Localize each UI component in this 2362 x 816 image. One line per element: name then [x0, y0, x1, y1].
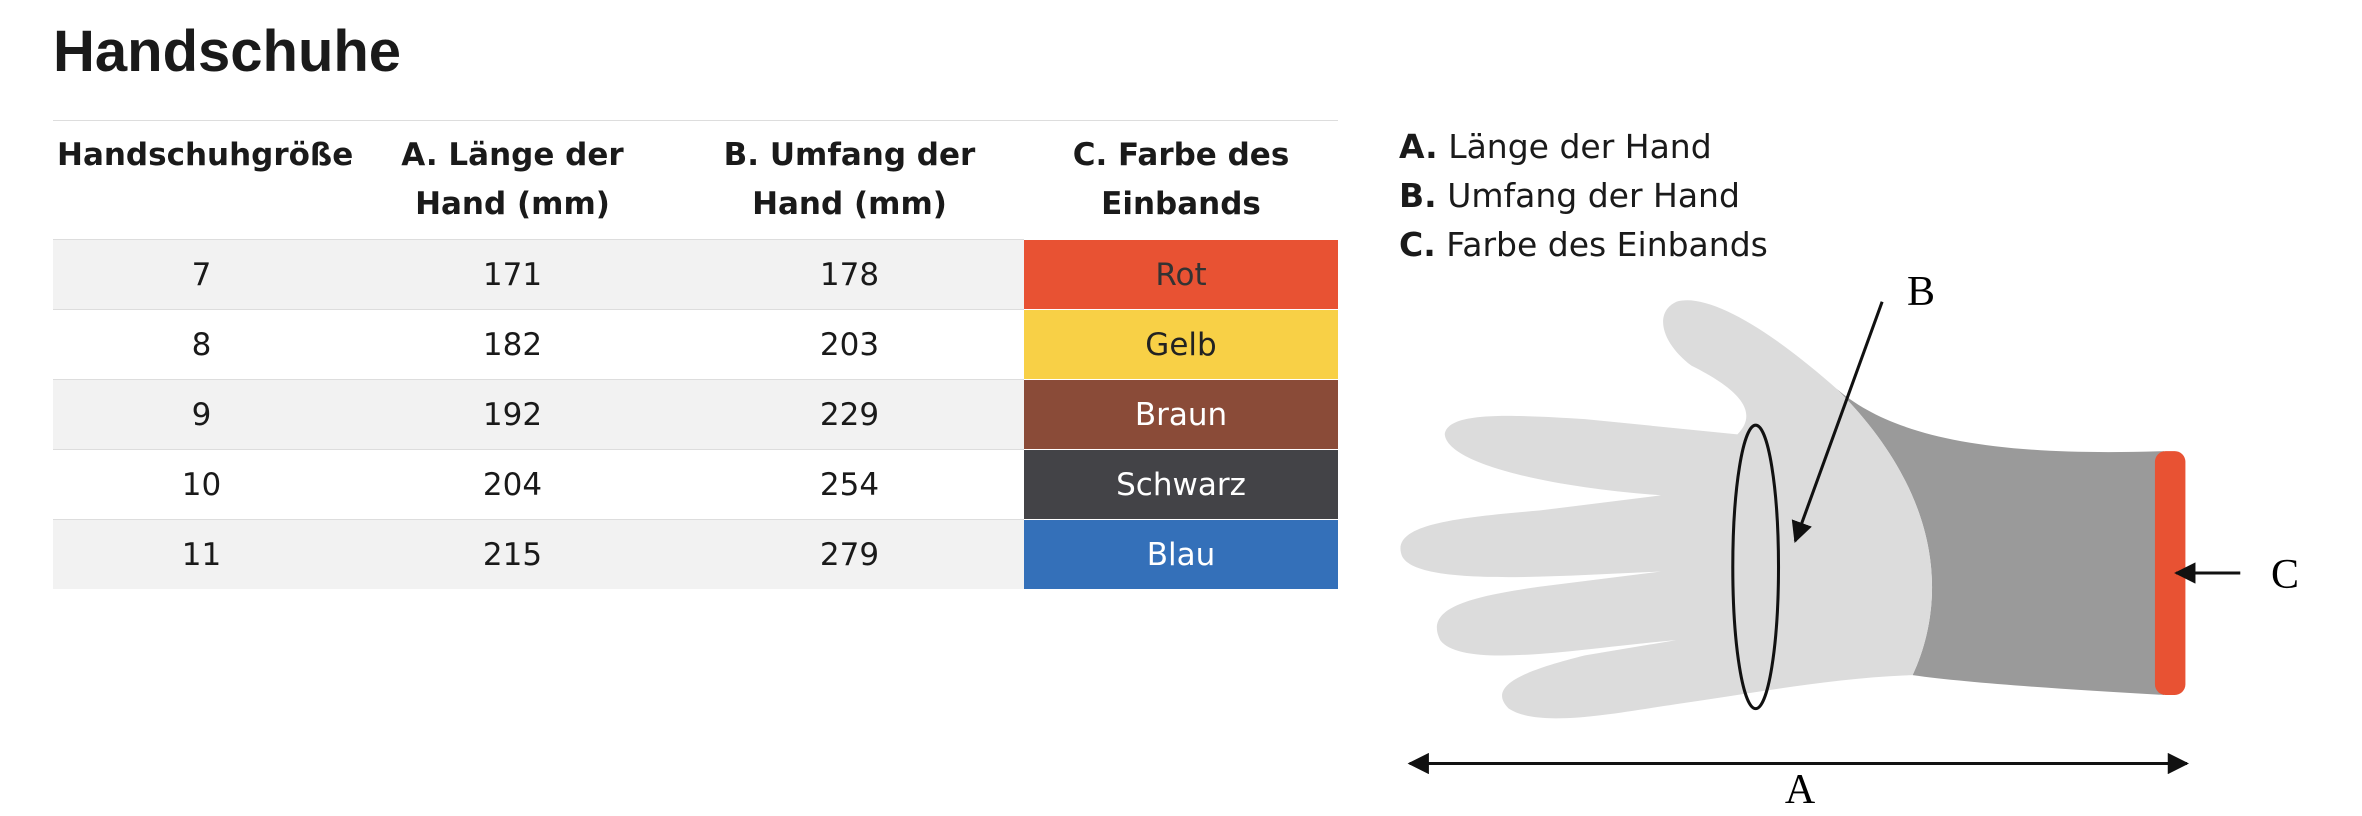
label-b: B — [1907, 269, 1935, 315]
legend-item: A. Länge der Hand — [1399, 122, 1768, 171]
table-cell: 215 — [350, 519, 675, 589]
table-cell: 204 — [350, 449, 675, 520]
legend: A. Länge der Hand B. Umfang der Hand C. Fa… — [1399, 122, 1768, 269]
table-row: 7 171 178 Rot — [53, 239, 1338, 310]
legend-key: A. — [1399, 127, 1438, 166]
column-header: Handschuhgröße — [57, 137, 354, 173]
band-color-cell: Braun — [1024, 379, 1338, 450]
table-cell: 7 — [53, 239, 350, 310]
table-cell: 10 — [53, 449, 350, 520]
page-title: Handschuhe — [53, 19, 402, 84]
circumference-ring — [1731, 423, 1781, 711]
table-cell: 229 — [675, 379, 1024, 450]
table-cell: 8 — [53, 309, 350, 380]
header-row: Handschuhgröße A. Länge der Hand (mm) B. U… — [53, 121, 1338, 240]
table-row: 9 192 229 Braun — [53, 379, 1338, 450]
table-cell: 178 — [675, 239, 1024, 310]
glove-band — [2154, 451, 2186, 695]
legend-item: C. Farbe des Einbands — [1399, 220, 1768, 269]
column-header: A. Länge der Hand (mm) — [401, 137, 624, 222]
column-header: C. Farbe des Einbands — [1072, 137, 1290, 222]
band-color-cell: Schwarz — [1024, 449, 1338, 520]
band-color-cell: Blau — [1024, 519, 1338, 589]
size-table: Handschuhgröße A. Länge der Hand (mm) B. U… — [53, 120, 1338, 589]
legend-key: C. — [1399, 225, 1436, 264]
table-cell: 203 — [675, 309, 1024, 380]
table-cell: 279 — [675, 519, 1024, 589]
table-row: 8 182 203 Gelb — [53, 309, 1338, 380]
glove-hand — [1400, 300, 1933, 719]
legend-text: Umfang der Hand — [1447, 176, 1740, 215]
legend-text: Farbe des Einbands — [1446, 225, 1768, 264]
glove-cuff — [1836, 388, 2165, 695]
band-color-cell: Gelb — [1024, 309, 1338, 380]
glove — [1400, 300, 2241, 775]
table-cell: 182 — [350, 309, 675, 380]
table-cell: 9 — [53, 379, 350, 450]
arrow-b — [1791, 301, 1884, 544]
band-color-cell: Rot — [1024, 239, 1338, 310]
legend-text: Länge der Hand — [1448, 127, 1712, 166]
table-cell: 171 — [350, 239, 675, 310]
label-c: C — [2271, 552, 2299, 598]
column-header: B. Umfang der Hand (mm) — [723, 137, 976, 222]
table-body: 7 171 178 Rot 8 182 203 Gelb 9 192 229 Braun 10 204 25… — [53, 239, 1338, 589]
table-cell: 192 — [350, 379, 675, 450]
table-row: 11 215 279 Blau — [53, 519, 1338, 589]
label-a: A — [1785, 767, 1816, 813]
table-cell: 254 — [675, 449, 1024, 520]
legend-item: B. Umfang der Hand — [1399, 171, 1768, 220]
table-cell: 11 — [53, 519, 350, 589]
table-row: 10 204 254 Schwarz — [53, 449, 1338, 520]
legend-key: B. — [1399, 176, 1437, 215]
